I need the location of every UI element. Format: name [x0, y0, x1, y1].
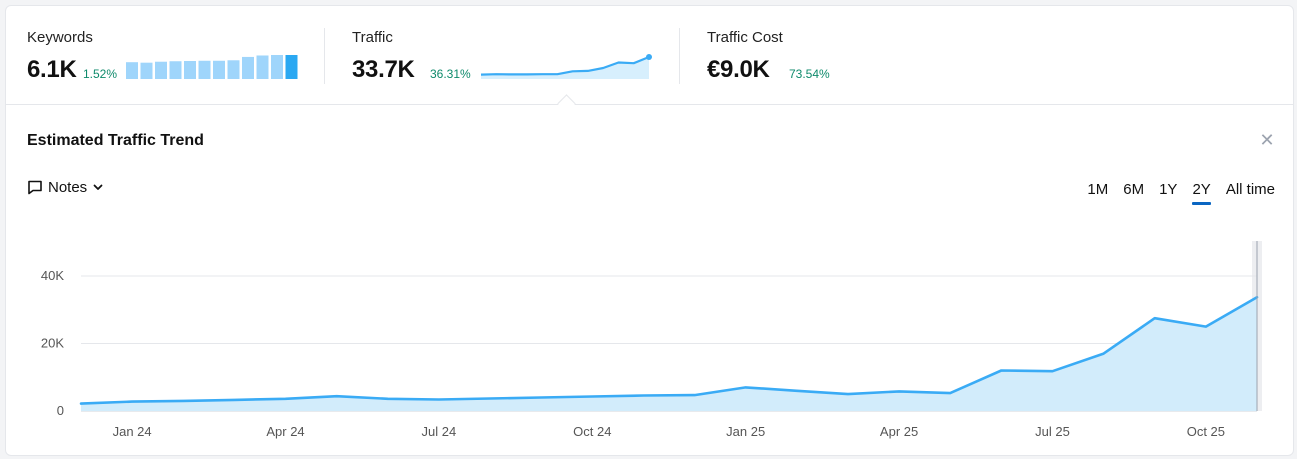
keywords-value: 6.1K — [27, 56, 77, 83]
header-separator — [6, 104, 1293, 105]
keywords-spark-bar — [184, 61, 196, 79]
x-tick-label: Apr 24 — [266, 424, 304, 439]
y-tick-label: 20K — [41, 336, 64, 351]
traffic-label: Traffic — [352, 29, 393, 46]
metric-divider — [679, 28, 680, 84]
range-all-time[interactable]: All time — [1225, 181, 1275, 198]
trend-title: Estimated Traffic Trend — [27, 132, 204, 149]
keywords-spark-bar — [242, 56, 254, 79]
y-tick-label: 0 — [57, 403, 64, 418]
traffic-spark-endpoint — [646, 54, 652, 60]
range-1y[interactable]: 1Y — [1159, 181, 1178, 198]
keywords-spark-bar — [198, 60, 211, 79]
keywords-spark-bar — [213, 60, 225, 79]
keywords-spark-bar — [256, 55, 269, 79]
keywords-spark-bar — [140, 62, 153, 79]
keywords-delta: 1.52% — [83, 67, 118, 81]
keywords-spark-bar — [169, 61, 182, 79]
traffic-overview-card: Keywords 6.1K 1.52% Traffic 33.7K 36.31%… — [5, 5, 1294, 456]
range-1m[interactable]: 1M — [1087, 181, 1109, 198]
traffic-cost-delta: 73.54% — [789, 67, 830, 81]
x-tick-label: Jul 25 — [1035, 424, 1070, 439]
keywords-sparkline — [126, 55, 298, 79]
chevron-down-icon — [93, 184, 103, 190]
keywords-metric[interactable]: Keywords 6.1K 1.52% — [27, 6, 307, 104]
traffic-spark-line — [480, 55, 650, 76]
keywords-spark-bar — [285, 55, 298, 79]
traffic-value: 33.7K — [352, 56, 415, 83]
x-tick-label: Jul 24 — [422, 424, 457, 439]
x-tick-label: Apr 25 — [880, 424, 918, 439]
keywords-spark-bar — [126, 62, 138, 79]
metrics-row: Keywords 6.1K 1.52% Traffic 33.7K 36.31%… — [6, 6, 1293, 104]
keywords-spark-bar — [227, 60, 240, 79]
x-tick-label: Jan 24 — [113, 424, 152, 439]
traffic-cost-value: €9.0K — [707, 56, 770, 83]
traffic-area — [81, 297, 1257, 411]
x-tick-label: Oct 24 — [573, 424, 611, 439]
range-6m[interactable]: 6M — [1123, 181, 1145, 198]
notes-dropdown[interactable]: Notes — [27, 176, 104, 198]
notes-label: Notes — [48, 178, 88, 196]
traffic-spark-area — [481, 57, 649, 79]
range-2y[interactable]: 2Y — [1192, 181, 1212, 205]
traffic-line — [79, 296, 1259, 405]
traffic-metric[interactable]: Traffic 33.7K 36.31% — [352, 6, 662, 104]
traffic-trend-chart[interactable]: 0 20K 40K Jan 24 Apr 24 Jul 24 Oct 24 Jan 25 Apr… — [6, 231, 1293, 446]
traffic-cost-metric[interactable]: Traffic Cost €9.0K 73.54% — [707, 6, 967, 104]
comment-icon — [28, 180, 42, 195]
keywords-spark-bar — [155, 61, 167, 79]
keywords-label: Keywords — [27, 29, 93, 46]
x-tick-label: Oct 25 — [1187, 424, 1225, 439]
range-selector: 1M 6M 1Y 2Y All time — [1087, 181, 1275, 205]
x-tick-label: Jan 25 — [726, 424, 765, 439]
y-tick-label: 40K — [41, 268, 64, 283]
traffic-delta: 36.31% — [430, 67, 471, 81]
keywords-spark-bar — [271, 55, 283, 79]
close-icon[interactable]: ✕ — [1259, 130, 1275, 150]
traffic-cost-label: Traffic Cost — [707, 29, 783, 46]
metric-divider — [324, 28, 325, 84]
traffic-sparkline — [480, 54, 652, 79]
